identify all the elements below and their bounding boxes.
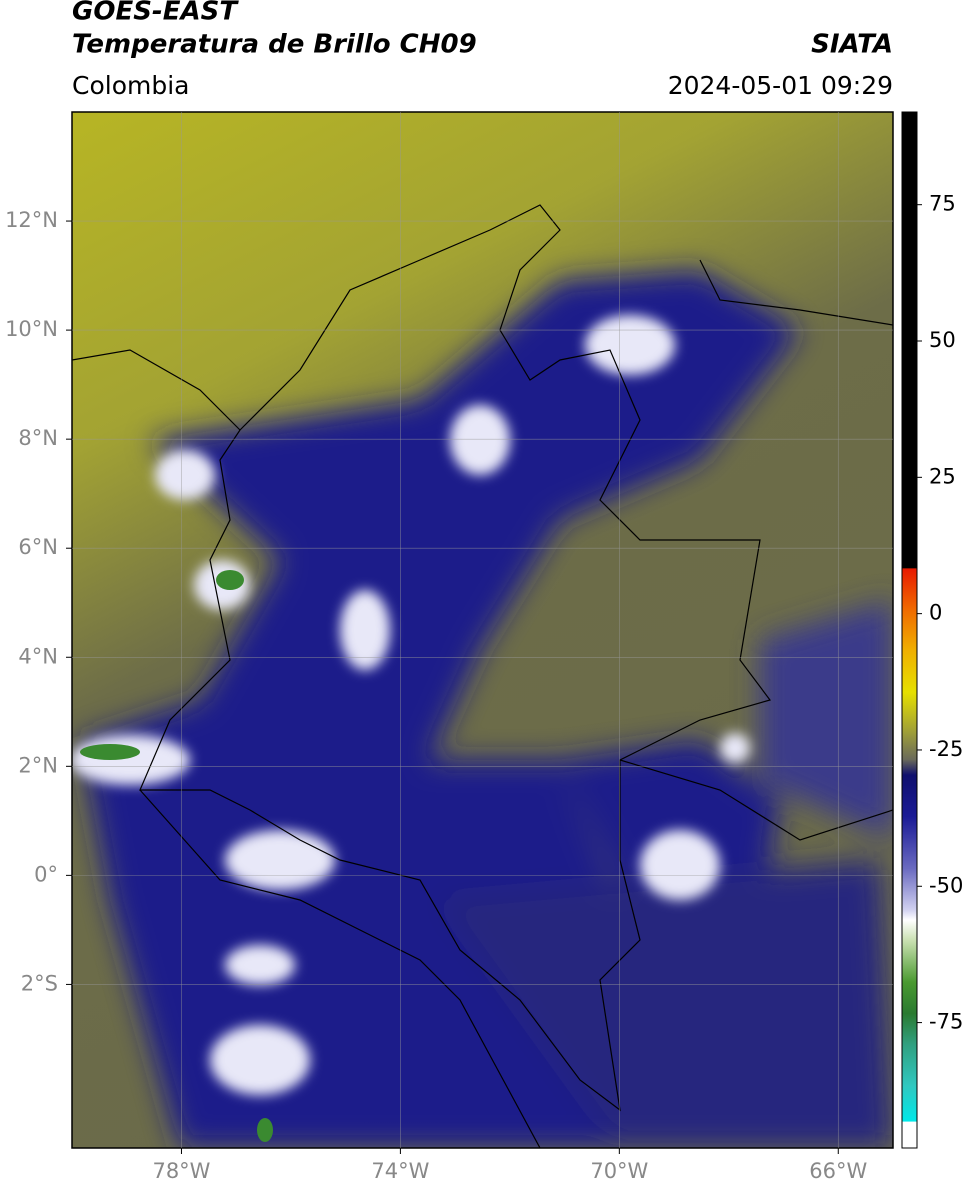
map-frame: [71, 111, 894, 1149]
y-tick-label: 8°N: [18, 426, 58, 450]
y-tick-label: 0°: [34, 862, 58, 886]
satellite-image: [72, 112, 893, 1148]
colorbar-tick-label: 0: [929, 601, 942, 625]
colorbar-tick-label: -25: [929, 737, 963, 761]
subtitle: Temperatura de Brillo CH09: [72, 30, 477, 60]
source: SIATA: [811, 30, 893, 60]
y-tick-label: 10°N: [5, 317, 58, 341]
x-tick-label: 78°W: [152, 1159, 210, 1183]
colorbar-tick-label: 25: [929, 464, 956, 488]
datetime: 2024-05-01 09:29: [668, 71, 893, 100]
region: Colombia: [72, 71, 189, 100]
y-tick-label: 6°N: [18, 535, 58, 559]
x-tick-label: 66°W: [809, 1159, 867, 1183]
x-tick-label: 70°W: [590, 1159, 648, 1183]
y-tick-label: 2°N: [18, 753, 58, 777]
y-tick-label: 12°N: [5, 208, 58, 232]
title: GOES-EAST: [72, 0, 239, 27]
colorbar-tick-label: 50: [929, 328, 956, 352]
x-tick-label: 74°W: [371, 1159, 429, 1183]
colorbar-tick-label: -50: [929, 873, 963, 897]
y-tick-label: 4°N: [18, 644, 58, 668]
colorbar-tick-label: 75: [929, 192, 956, 216]
colorbar: [901, 111, 918, 1149]
colorbar-tick-label: -75: [929, 1010, 963, 1034]
y-tick-label: 2°S: [21, 971, 58, 995]
